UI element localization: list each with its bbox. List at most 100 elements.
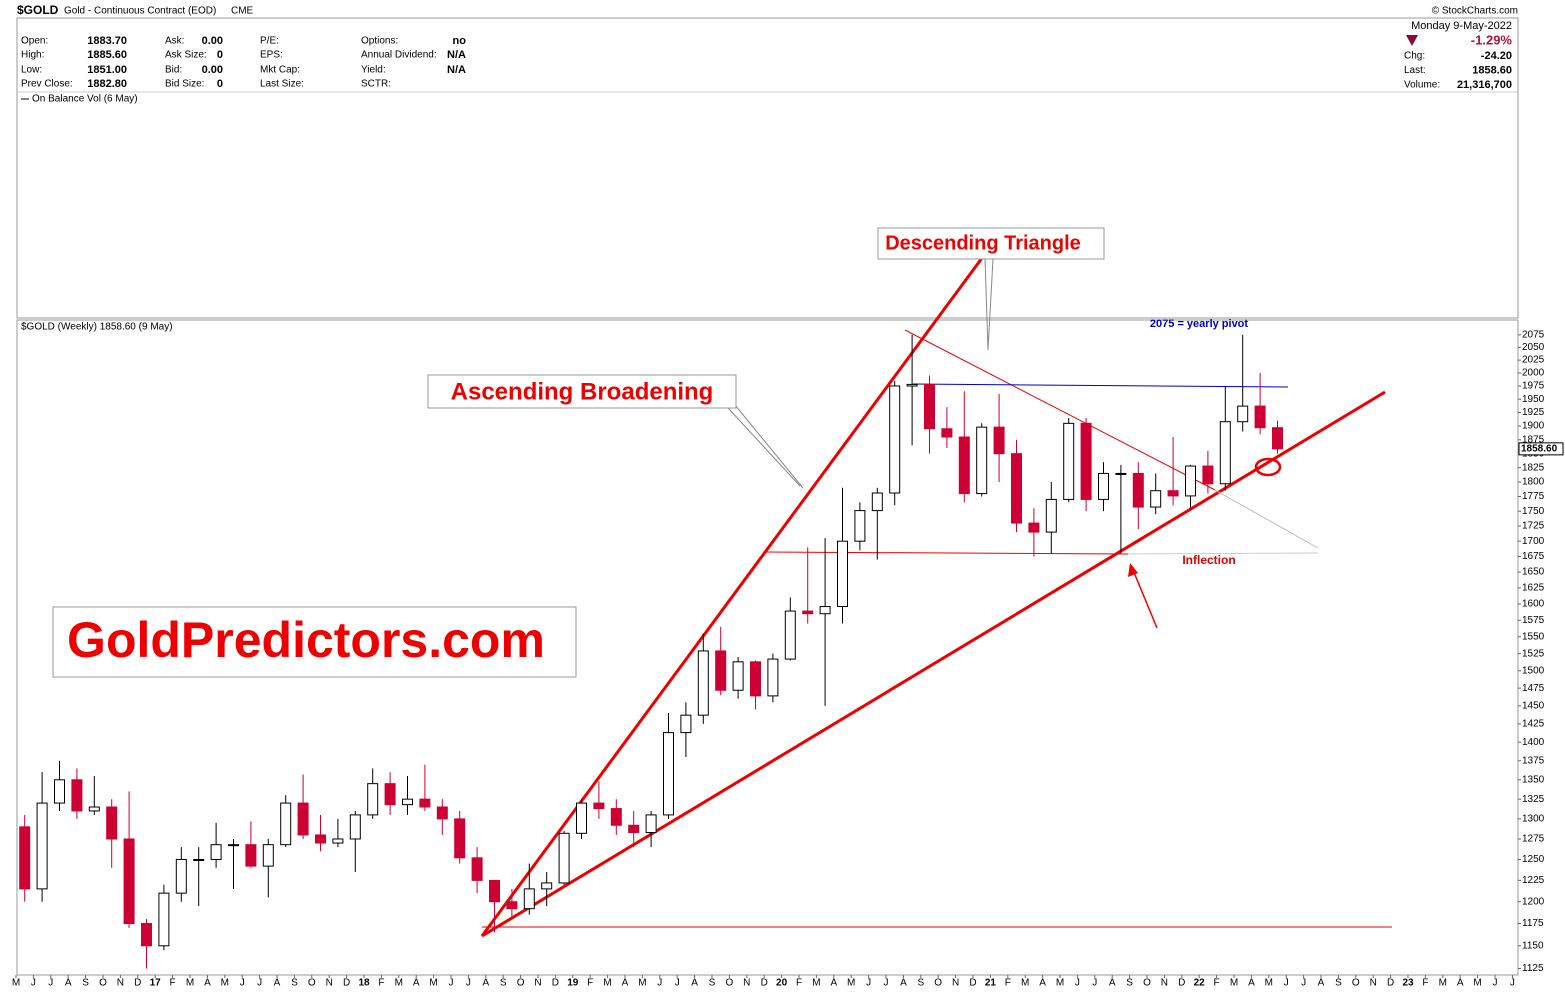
candle-body (384, 783, 396, 806)
quote-label: Annual Dividend: (361, 50, 437, 61)
triangle-line (904, 329, 1216, 491)
watermark-box (52, 606, 577, 678)
last-price: 1858.60 (1521, 444, 1558, 455)
candle-body (1150, 490, 1162, 508)
candle-body (158, 892, 170, 947)
quote-label: Ask Size: (165, 50, 207, 61)
quote-label: Bid Size: (165, 79, 204, 90)
indicator-panel (16, 17, 1519, 319)
x-tick-label: N (117, 978, 124, 989)
x-tick-label: A (1318, 978, 1325, 989)
candle-body (750, 661, 761, 697)
x-tick-label: M (1439, 978, 1447, 989)
symbol: $GOLD (17, 3, 59, 17)
candle-body (871, 492, 883, 512)
x-tick-label: 18 (358, 978, 370, 989)
candle-body (837, 540, 848, 608)
instrument-name: Gold - Continuous Contract (EOD) (64, 6, 216, 17)
candle-body (1063, 422, 1075, 500)
quote-label: SCTR: (361, 79, 391, 90)
candle-body (593, 802, 605, 810)
stat-label: Chg: (1404, 51, 1425, 62)
x-tick-label: A (622, 978, 629, 989)
candle-body (697, 650, 709, 716)
x-tick-label: A (1248, 978, 1255, 989)
x-tick-label: A (1039, 978, 1046, 989)
candle-body (471, 857, 483, 881)
y-tick-label: 1900 (1522, 421, 1545, 432)
x-tick-label: M (221, 978, 229, 989)
x-tick-label: F (1214, 978, 1220, 989)
candle-body (141, 923, 152, 947)
candle-body (645, 814, 657, 834)
exchange: CME (231, 6, 254, 17)
quote-value: 1851.00 (87, 64, 127, 76)
candle-body (576, 802, 587, 834)
x-tick-label: N (1370, 978, 1377, 989)
y-tick-label: 1425 (1522, 718, 1545, 729)
x-tick-label: M (603, 978, 611, 989)
candle-body (402, 798, 413, 806)
candle-body (976, 426, 988, 495)
candle-body (419, 798, 431, 808)
candle-body (210, 844, 222, 860)
indicator-label: On Balance Vol (6 May) (32, 94, 138, 105)
candle-body (88, 806, 100, 812)
candle-body (1185, 465, 1196, 497)
stat-label: Last: (1404, 65, 1426, 76)
quote-label: EPS: (260, 50, 283, 61)
y-tick-label: 1325 (1522, 794, 1545, 805)
x-tick-label: M (429, 978, 437, 989)
y-tick-label: 1225 (1522, 875, 1545, 886)
x-tick-label: D (343, 978, 350, 989)
candle-body (732, 661, 744, 691)
x-tick-label: S (1335, 978, 1342, 989)
x-tick-label: A (900, 978, 907, 989)
quote-value: N/A (447, 64, 466, 76)
candles (19, 334, 1283, 969)
annotation: 2075 = yearly pivot (1150, 318, 1248, 330)
x-tick-label: 23 (1402, 978, 1414, 989)
x-tick-label: A (1457, 978, 1464, 989)
x-tick-label: J (657, 978, 662, 989)
candle-body (1115, 472, 1127, 475)
x-tick-label: O (726, 978, 734, 989)
x-tick-label: N (326, 978, 333, 989)
quote-value: N/A (447, 49, 466, 61)
arrow-shaft (1132, 569, 1158, 629)
y-tick-label: 1275 (1522, 834, 1545, 845)
x-tick-label: N (952, 978, 959, 989)
broadening-box (427, 374, 737, 409)
x-tick-label: O (308, 978, 316, 989)
y-tick-label: 1475 (1522, 683, 1545, 694)
y-tick-label: 1350 (1522, 774, 1545, 785)
y-tick-label: 2025 (1522, 355, 1545, 366)
y-tick-label: 2050 (1522, 342, 1545, 353)
x-tick-label: J (1092, 978, 1097, 989)
y-tick-label: 1625 (1522, 583, 1545, 594)
x-tick-label: J (675, 978, 680, 989)
quote-value: 0 (217, 78, 223, 90)
candle-body (175, 858, 187, 894)
candle-body (610, 808, 622, 826)
y-tick-label: 1400 (1522, 737, 1545, 748)
candle-body (106, 806, 118, 840)
x-tick-label: O (99, 978, 107, 989)
candle-body (193, 858, 205, 861)
candle-body (541, 882, 553, 890)
stat-value: 21,316,700 (1457, 79, 1512, 91)
x-tick-label: J (31, 978, 36, 989)
candle-body (506, 901, 518, 910)
x-tick-label: 21 (985, 978, 997, 989)
candle-body (819, 606, 831, 615)
quote-value: 0.00 (202, 64, 223, 76)
quote-date: Monday 9-May-2022 (1411, 20, 1512, 32)
x-tick-label: 19 (567, 978, 579, 989)
y-tick-label: 1300 (1522, 814, 1545, 825)
x-tick-label: N (1161, 978, 1168, 989)
candle-body (1080, 422, 1092, 500)
x-tick-label: J (1301, 978, 1306, 989)
x-tick-label: O (934, 978, 942, 989)
x-tick-label: J (1284, 978, 1289, 989)
